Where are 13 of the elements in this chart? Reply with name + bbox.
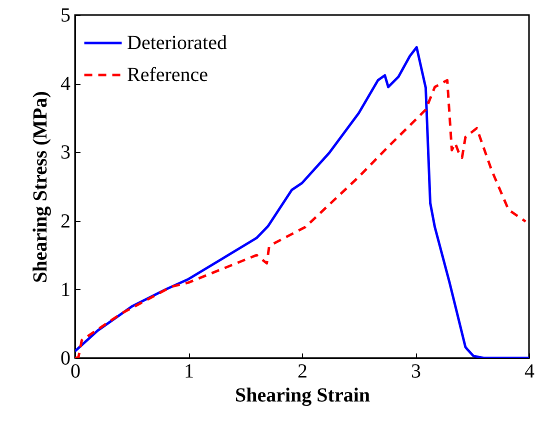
legend-label: Deteriorated: [127, 32, 227, 54]
y-tick-label: 3: [60, 142, 70, 164]
x-tick-label: 1: [184, 360, 194, 382]
y-tick-label: 4: [60, 73, 70, 96]
y-axis-title: Shearing Stress (MPa): [30, 91, 52, 283]
x-axis-title: Shearing Strain: [234, 384, 370, 406]
x-tick-label: 3: [411, 360, 421, 382]
legend-label: Reference: [127, 64, 208, 86]
y-tick-label: 5: [60, 4, 70, 26]
x-tick-label: 4: [524, 360, 534, 382]
y-tick-label: 2: [60, 210, 70, 232]
y-tick-label: 1: [60, 278, 70, 301]
x-tick-label: 2: [298, 360, 308, 382]
